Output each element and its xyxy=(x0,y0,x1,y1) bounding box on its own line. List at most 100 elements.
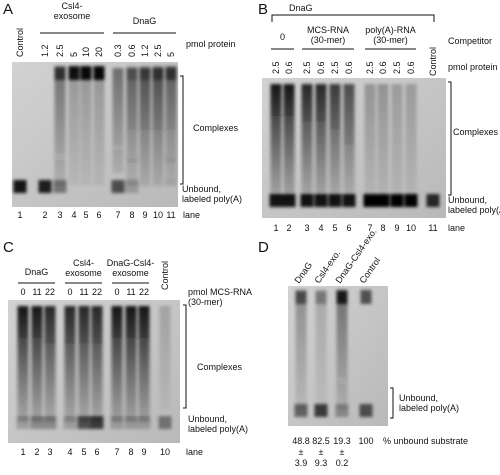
smear xyxy=(111,306,123,422)
smear xyxy=(152,68,164,186)
lane-number: 3 xyxy=(57,210,62,220)
bracket xyxy=(448,81,452,196)
smear xyxy=(139,68,151,186)
unbound-band xyxy=(294,404,308,417)
lane-number: 3 xyxy=(304,223,309,233)
lane-header: Control xyxy=(357,256,382,286)
group-name: exosome xyxy=(65,268,102,278)
lane-number: 9 xyxy=(141,447,146,457)
smear xyxy=(315,84,327,200)
amount: 22 xyxy=(139,287,149,297)
smear xyxy=(159,306,171,410)
amount: 2.5 xyxy=(153,44,163,57)
group-name: Csl4- xyxy=(61,1,82,11)
smear xyxy=(283,84,295,200)
lane-number: 9 xyxy=(142,210,147,220)
bracket xyxy=(180,75,184,185)
smear xyxy=(44,306,56,422)
amount: 1.2 xyxy=(40,44,50,57)
bracket xyxy=(390,387,394,419)
bracket xyxy=(271,14,435,22)
amount: 11 xyxy=(126,287,135,297)
amount: 0.3 xyxy=(113,44,123,57)
lane-header: Control xyxy=(428,47,438,76)
plus-minus: ± xyxy=(340,447,345,457)
annotation: labeled poly(A) xyxy=(182,194,242,204)
smear xyxy=(405,84,417,200)
lane-number: 6 xyxy=(96,210,101,220)
smear xyxy=(80,68,92,186)
unbound-band xyxy=(63,416,77,429)
group-name: poly(A)-RNA xyxy=(365,25,416,35)
unbound-band xyxy=(314,194,328,207)
unbound-band xyxy=(363,194,377,207)
smear xyxy=(138,306,150,422)
annotation: Unbound, xyxy=(182,184,221,194)
smear xyxy=(295,292,307,410)
amount: 5 xyxy=(69,52,79,57)
gel-bands xyxy=(16,306,172,429)
unbound-band xyxy=(359,404,373,417)
lane-number: 7 xyxy=(367,223,372,233)
group-name: DnaG xyxy=(25,267,49,277)
smear xyxy=(343,84,355,200)
amount: 0 xyxy=(114,287,119,297)
smear xyxy=(93,68,105,186)
annotation: labeled poly(A) xyxy=(399,403,459,413)
unbound-band xyxy=(328,194,342,207)
unbound-band xyxy=(110,416,124,429)
amount: 2.5 xyxy=(392,61,402,74)
lane-number: 1 xyxy=(17,210,22,220)
plus-minus: ± xyxy=(319,447,324,457)
unbound-band xyxy=(137,416,151,429)
lane-number: 9 xyxy=(394,223,399,233)
unbound-band xyxy=(16,416,30,429)
amount: 20 xyxy=(94,47,104,57)
amount: 1.2 xyxy=(140,44,150,57)
smear xyxy=(31,306,43,422)
amount: 2.5 xyxy=(302,61,312,74)
caption: pmol MCS-RNA xyxy=(188,287,252,297)
amount: 10 xyxy=(81,47,91,57)
lane-number: 3 xyxy=(47,447,52,457)
amount: 0.6 xyxy=(316,61,326,74)
bracket xyxy=(183,304,187,409)
unbound-band xyxy=(90,416,104,429)
lane-number: 10 xyxy=(406,223,416,233)
lane-number: 10 xyxy=(153,210,163,220)
smear xyxy=(126,68,138,186)
smear xyxy=(54,68,66,186)
panel-label: C xyxy=(3,239,14,256)
group-name: DnaG-Csl4- xyxy=(107,258,155,268)
group-name: exosome xyxy=(54,11,91,21)
lane-number: 5 xyxy=(332,223,337,233)
smear xyxy=(68,68,80,186)
lane-number: 5 xyxy=(81,447,86,457)
lane-number: 1 xyxy=(273,223,278,233)
smear xyxy=(91,306,103,422)
group-name: DnaG xyxy=(289,3,313,13)
smear xyxy=(64,306,76,422)
unbound-band xyxy=(404,194,418,207)
unbound-band xyxy=(13,180,27,193)
unbound-band xyxy=(38,180,52,193)
value: 100 xyxy=(358,436,373,446)
annotation: Complexes xyxy=(197,362,243,372)
well-band xyxy=(360,290,372,304)
amount: 2.5 xyxy=(271,61,281,74)
amount: 0.6 xyxy=(127,44,137,57)
unbound-band xyxy=(269,194,283,207)
unbound-band xyxy=(342,194,356,207)
lane-number: 6 xyxy=(94,447,99,457)
plus-minus: ± xyxy=(299,447,304,457)
annotation: Unbound, xyxy=(188,414,227,424)
unbound-band xyxy=(158,416,172,429)
smear xyxy=(377,84,389,200)
lane-number: 4 xyxy=(67,447,72,457)
lane-number: 6 xyxy=(346,223,351,233)
lane-header: Control xyxy=(160,261,170,290)
panel-label: D xyxy=(258,239,269,256)
smear xyxy=(112,68,124,174)
smear xyxy=(315,292,327,410)
